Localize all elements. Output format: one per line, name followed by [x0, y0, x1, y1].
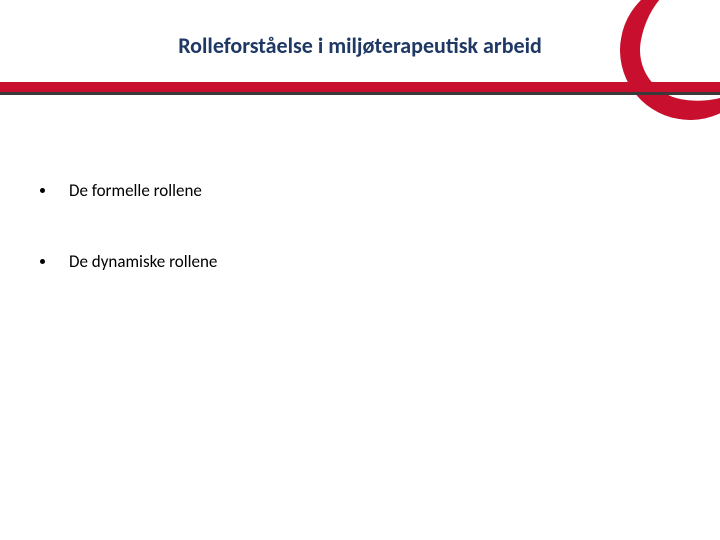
divider — [0, 82, 720, 100]
bullet-item: De formelle rollene — [40, 180, 680, 201]
divider-dark-bar — [0, 92, 720, 95]
bullet-dot-icon — [40, 188, 45, 193]
divider-red-bar — [0, 82, 720, 92]
slide: Rolleforståelse i miljøterapeutisk arbei… — [0, 0, 720, 540]
bullet-dot-icon — [40, 259, 45, 264]
bullet-text: De dynamiske rollene — [69, 251, 680, 272]
bullet-text: De formelle rollene — [69, 180, 680, 201]
bullet-item: De dynamiske rollene — [40, 251, 680, 272]
slide-title: Rolleforståelse i miljøterapeutisk arbei… — [0, 32, 720, 59]
corner-curve-decoration — [609, 0, 720, 131]
content-area: De formelle rollene De dynamiske rollene — [40, 180, 680, 322]
